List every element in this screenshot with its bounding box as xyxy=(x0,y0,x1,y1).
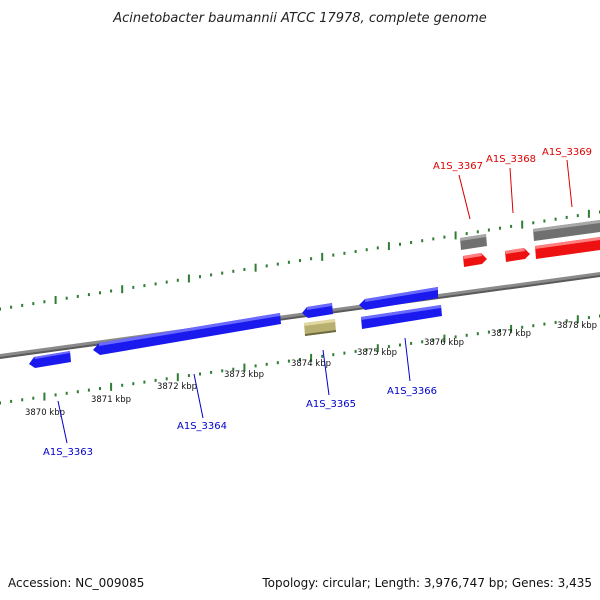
page-title: Acinetobacter baumannii ATCC 17978, comp… xyxy=(112,11,487,26)
gene-label-a1s-3366[interactable]: A1S_3366 xyxy=(387,386,437,397)
gene-grey-3367[interactable] xyxy=(460,234,487,250)
gene-label-connectors xyxy=(57,159,573,444)
tick-labels: 3870 kbp 3871 kbp 3872 kbp 3873 kbp 3874… xyxy=(25,321,597,418)
tick-label-3873: 3873 kbp xyxy=(224,370,264,380)
backbone-shadow xyxy=(0,275,600,359)
gene-label-a1s-3367[interactable]: A1S_3367 xyxy=(433,161,483,172)
genome-track xyxy=(0,272,600,359)
tick-track-upper xyxy=(0,209,600,311)
gene-a1s-3364[interactable] xyxy=(93,313,281,355)
tick-track-lower xyxy=(0,314,600,405)
gene-grey-3369[interactable] xyxy=(533,220,600,241)
tick-label-3874: 3874 kbp xyxy=(291,359,331,369)
gene-a1s-3367[interactable] xyxy=(463,253,487,267)
tick-label-3871: 3871 kbp xyxy=(91,395,131,405)
gene-a1s-3369[interactable] xyxy=(535,237,600,259)
gene-label-a1s-3369[interactable]: A1S_3369 xyxy=(542,147,592,158)
gene-label-a1s-3365[interactable]: A1S_3365 xyxy=(306,399,356,410)
topology-text: Topology: circular; Length: 3,976,747 bp… xyxy=(261,576,592,590)
gene-a1s-3365[interactable] xyxy=(302,303,333,318)
gene-a1s-3363[interactable] xyxy=(29,351,71,368)
gene-label-a1s-3363[interactable]: A1S_3363 xyxy=(43,447,93,458)
gene-khaki-feature[interactable] xyxy=(304,319,336,336)
tick-label-3878: 3878 kbp xyxy=(557,321,597,331)
gene-features[interactable] xyxy=(29,220,600,368)
tick-label-3870: 3870 kbp xyxy=(25,408,65,418)
tick-label-3872: 3872 kbp xyxy=(157,382,197,392)
gene-labels[interactable]: A1S_3363 A1S_3364 A1S_3365 A1S_3366 A1S_… xyxy=(43,147,592,458)
gene-label-a1s-3364[interactable]: A1S_3364 xyxy=(177,421,227,432)
accession-text: Accession: NC_009085 xyxy=(8,576,144,590)
tick-label-3876: 3876 kbp xyxy=(424,338,464,348)
tick-label-3877: 3877 kbp xyxy=(491,329,531,339)
gene-a1s-3368[interactable] xyxy=(505,248,530,262)
tick-label-3875: 3875 kbp xyxy=(357,348,397,358)
gene-label-a1s-3368[interactable]: A1S_3368 xyxy=(486,154,536,165)
gene-a1s-3366[interactable] xyxy=(359,287,442,329)
